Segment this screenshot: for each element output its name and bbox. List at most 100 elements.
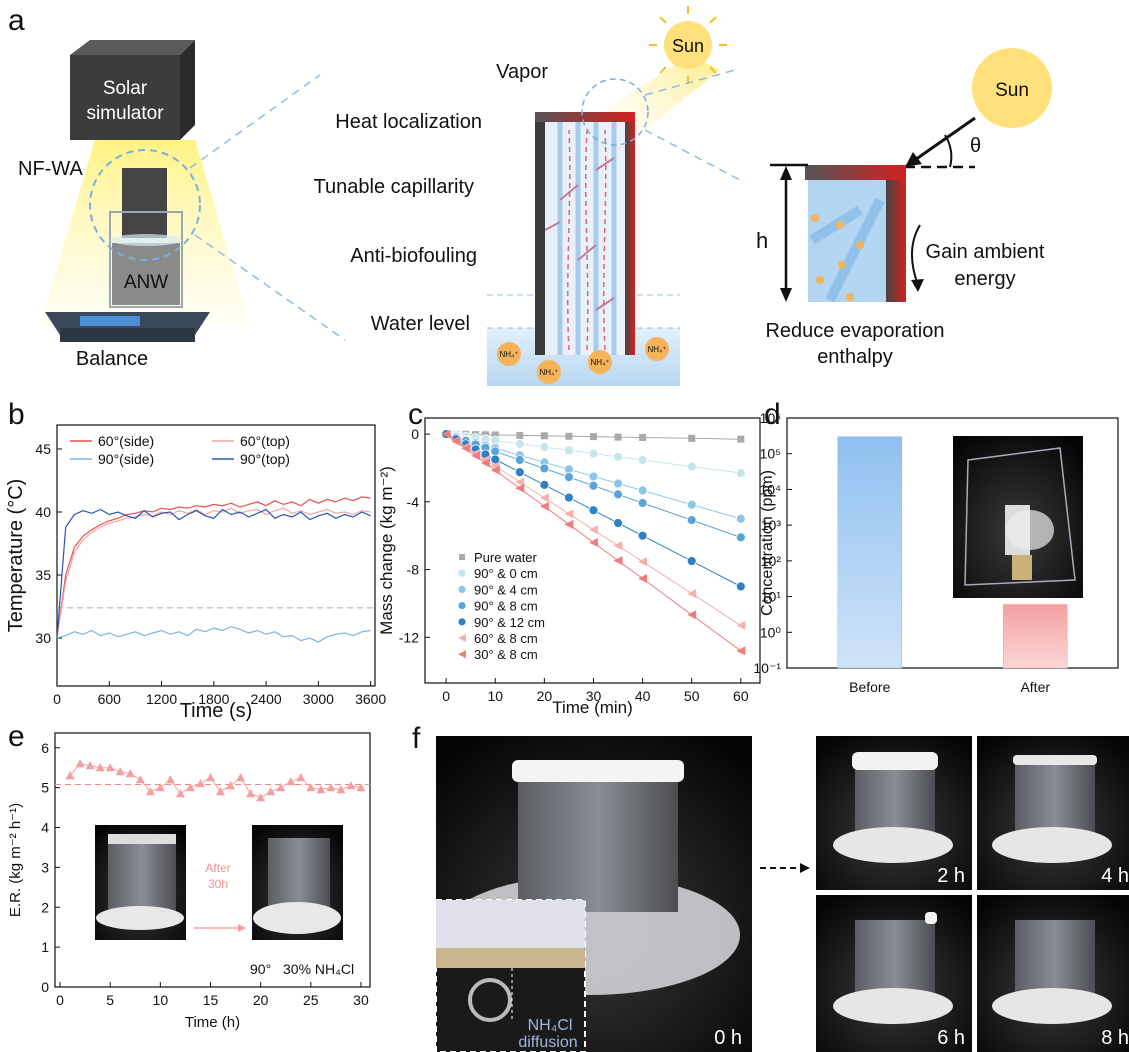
x-axis-title: Time (min) — [552, 698, 633, 717]
evaporator-schematic — [660, 17, 666, 23]
marker — [459, 554, 465, 560]
y-tick-label: -12 — [399, 629, 419, 645]
setup-schematic — [180, 40, 195, 140]
marker — [614, 556, 623, 565]
marker — [589, 506, 598, 515]
marker — [565, 433, 572, 440]
y-tick-label: 3 — [41, 859, 49, 875]
marker — [590, 433, 597, 440]
photo: 4 h — [1101, 865, 1129, 887]
marker — [540, 493, 549, 502]
marker — [589, 449, 598, 458]
marker — [737, 436, 744, 443]
detail-schematic — [886, 165, 906, 302]
marker — [216, 787, 225, 795]
evaporator-schematic: NH₄⁺ — [647, 345, 666, 354]
x-tick-label: 60 — [733, 688, 749, 704]
marker — [564, 473, 573, 482]
marker — [639, 434, 646, 441]
series-line — [57, 627, 371, 642]
x-tick-label: 15 — [203, 992, 219, 1008]
marker — [614, 452, 623, 461]
legend-label: 90° & 12 cm — [474, 615, 545, 630]
evaporator-schematic — [645, 130, 740, 180]
bar — [838, 437, 902, 668]
marker — [638, 455, 647, 464]
detail-schematic: Gain ambient — [926, 241, 1045, 263]
y-tick-label: 30 — [35, 630, 51, 646]
y-tick-label: 40 — [35, 504, 51, 520]
evaporator-schematic: NH₄⁺ — [499, 350, 518, 359]
detail-schematic: h — [756, 228, 768, 253]
setup-schematic: Solar — [103, 78, 148, 99]
y-tick-label: 1 — [41, 939, 49, 955]
photo — [436, 900, 585, 948]
marker — [256, 793, 265, 801]
detail-schematic: enthalpy — [817, 346, 893, 368]
marker — [176, 789, 185, 797]
inset-photo — [953, 436, 1083, 598]
legend-label: 90° & 0 cm — [474, 566, 538, 581]
marker — [540, 480, 549, 489]
annotation: After — [205, 861, 230, 875]
detail-schematic: Sun — [995, 80, 1029, 101]
x-tick-label: 0 — [442, 688, 450, 704]
detail-schematic — [912, 118, 975, 162]
inset-photo — [238, 924, 246, 932]
marker — [458, 634, 466, 642]
y-tick-label: -4 — [407, 494, 420, 510]
marker — [614, 541, 623, 550]
y-tick-label: 45 — [35, 441, 51, 457]
marker — [515, 468, 524, 477]
marker — [615, 434, 622, 441]
marker — [76, 759, 85, 767]
photo — [1015, 920, 1095, 998]
detail-schematic — [846, 293, 854, 301]
x-tick-label: 5 — [106, 992, 114, 1008]
detail-schematic — [905, 152, 922, 167]
marker — [515, 455, 524, 464]
evaporator-schematic — [710, 17, 716, 23]
setup-schematic — [80, 316, 140, 326]
photo — [800, 863, 810, 873]
marker — [540, 443, 549, 452]
photo: 6 h — [937, 1027, 965, 1049]
marker — [515, 439, 524, 448]
y-tick-label: 4 — [41, 820, 49, 836]
marker — [638, 557, 647, 566]
y-tick-label: -8 — [407, 562, 420, 578]
marker — [638, 574, 647, 583]
marker — [206, 773, 215, 781]
marker — [564, 493, 573, 502]
marker — [266, 787, 275, 795]
setup-schematic: Balance — [76, 348, 148, 370]
photo: 2 h — [937, 865, 965, 887]
x-tick-label: 25 — [303, 992, 319, 1008]
detail-schematic: Sun θ h Gain ambient energy Reduce evapo… — [756, 48, 1052, 368]
x-tick-label: After — [1020, 679, 1050, 695]
marker — [196, 779, 205, 787]
marker — [638, 499, 647, 508]
marker — [614, 490, 623, 499]
photo — [1013, 755, 1097, 765]
detail-schematic: energy — [954, 268, 1015, 290]
legend-label: 30° & 8 cm — [474, 647, 538, 662]
inset-photo — [1006, 510, 1054, 550]
x-axis-title: Time (h) — [185, 1014, 240, 1031]
marker — [116, 767, 125, 775]
y-tick-label: 0 — [411, 426, 419, 442]
panel-label: e — [8, 720, 25, 753]
marker — [687, 462, 696, 471]
marker — [736, 514, 745, 523]
x-tick-label: 30 — [353, 992, 369, 1008]
x-tick-label: 50 — [684, 688, 700, 704]
evaporator-schematic: Vapor — [496, 61, 548, 83]
marker — [638, 486, 647, 495]
evaporator-schematic: Tunable capillarity — [314, 176, 474, 198]
marker — [246, 789, 255, 797]
photo — [833, 988, 953, 1024]
photo — [833, 827, 953, 863]
y-axis-title: E.R. (kg m⁻² h⁻¹) — [7, 803, 24, 917]
detail-schematic: θ — [970, 135, 981, 157]
detail-schematic — [836, 221, 844, 229]
